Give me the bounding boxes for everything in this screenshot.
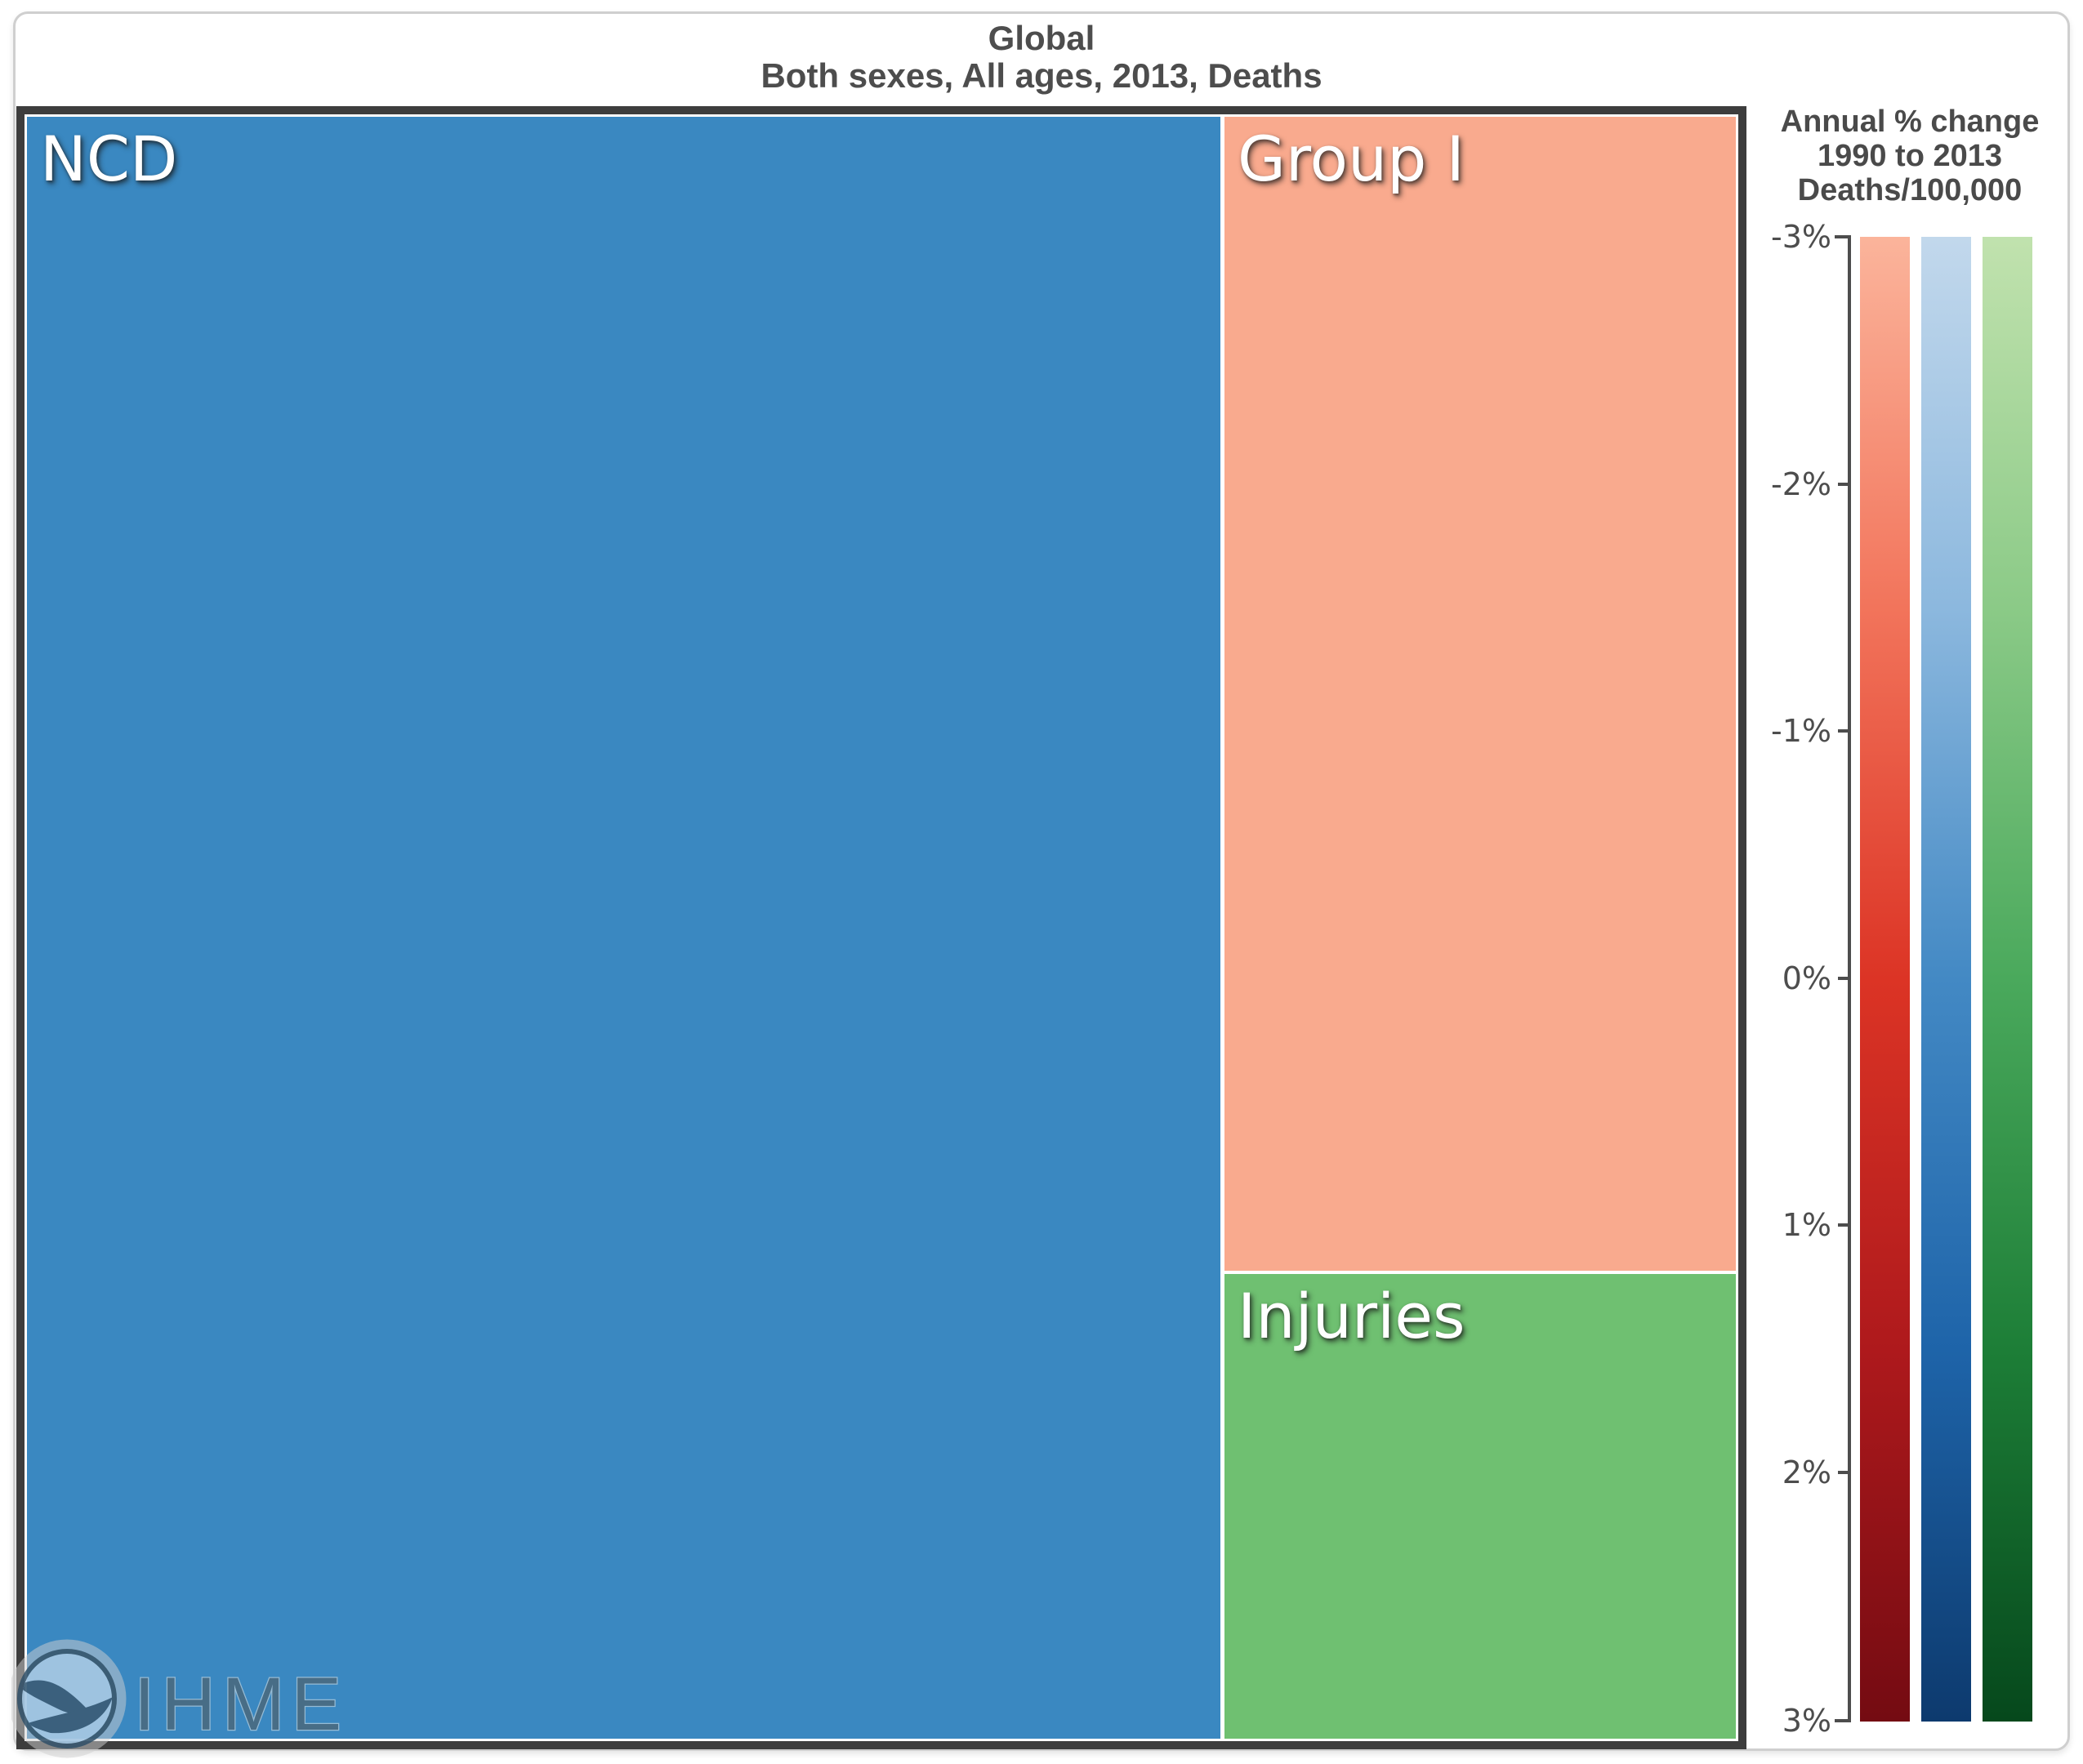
treemap-cell-label: Injuries — [1238, 1280, 1465, 1352]
treemap-cell-label: Group I — [1238, 122, 1465, 195]
legend-gradient-bar-green — [1983, 237, 2032, 1722]
legend-tick-label: 2% — [1782, 1454, 1831, 1490]
legend-axis-tick — [1835, 235, 1849, 238]
legend-axis-tick — [1838, 729, 1849, 733]
ihme-logo-text: IHME — [134, 1663, 346, 1746]
chart-subtitle: Both sexes, All ages, 2013, Deaths — [760, 56, 1323, 95]
treemap-cell-ncd[interactable]: NCD — [27, 117, 1220, 1739]
legend-title-line: 1990 to 2013 — [1817, 139, 2003, 173]
legend-axis-line — [1848, 235, 1851, 1722]
legend-tick-label: 3% — [1782, 1703, 1831, 1739]
legend-axis-tick — [1838, 483, 1849, 486]
legend-gradient-bar-red — [1860, 237, 1910, 1722]
treemap-inner: NCD Group I Injuries — [27, 117, 1736, 1739]
ihme-logo-mark — [11, 1639, 127, 1758]
treemap: NCD Group I Injuries — [16, 106, 1746, 1749]
legend-title: Annual % change 1990 to 2013 Deaths/100,… — [1763, 105, 2057, 207]
legend-axis-tick — [1838, 977, 1849, 980]
treemap-cell-injuries[interactable]: Injuries — [1224, 1274, 1736, 1739]
legend-tick-label: 0% — [1782, 960, 1831, 996]
legend-axis-tick — [1838, 1223, 1849, 1227]
ihme-logo: IHME — [11, 1639, 346, 1758]
treemap-cell-label: NCD — [40, 122, 178, 195]
treemap-cell-group-i[interactable]: Group I — [1224, 117, 1736, 1271]
chart-title-block: Global Both sexes, All ages, 2013, Death… — [0, 20, 2083, 95]
legend-tick-label: 1% — [1782, 1207, 1831, 1243]
legend-title-line: Deaths/100,000 — [1797, 173, 2023, 207]
chart-title: Global — [988, 19, 1095, 57]
legend-tick-label: -3% — [1771, 219, 1831, 255]
legend-tick-label: -1% — [1771, 713, 1831, 749]
legend-axis-tick — [1838, 1471, 1849, 1474]
legend-axis-tick — [1835, 1719, 1849, 1722]
legend-tick-label: -2% — [1771, 466, 1831, 502]
legend-gradient-bar-blue — [1921, 237, 1971, 1722]
legend-title-line: Annual % change — [1780, 105, 2040, 139]
